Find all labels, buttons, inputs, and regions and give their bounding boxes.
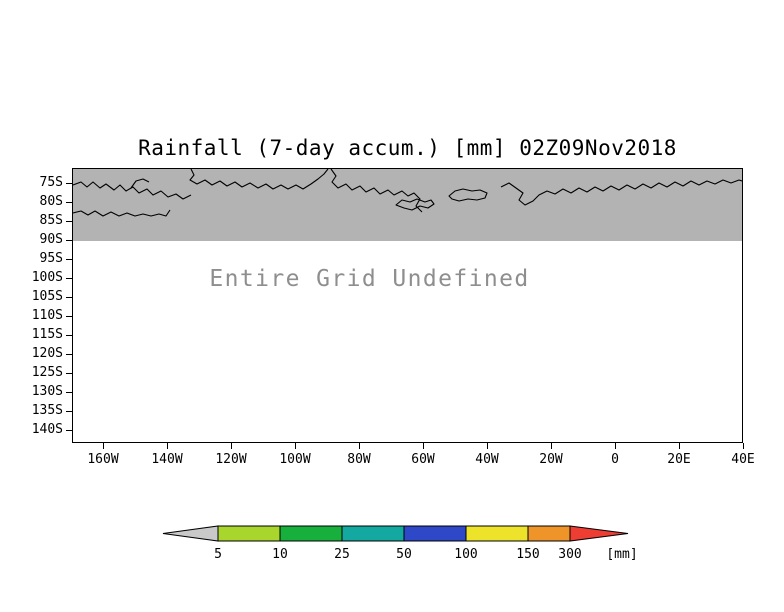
colorbar-segment (217, 525, 281, 542)
x-tick-label: 160W (87, 452, 119, 467)
colorbar-level-label: 100 (454, 547, 477, 562)
masked-region (73, 169, 742, 241)
y-tick-label: 140S (31, 422, 63, 437)
y-tick-mark (66, 392, 72, 393)
colorbar-level-label: 10 (272, 547, 288, 562)
x-tick-mark (167, 443, 168, 449)
y-tick-label: 90S (39, 232, 63, 247)
y-tick-label: 75S (39, 175, 63, 190)
coastline-paths (73, 169, 742, 217)
coastline-segment (73, 209, 171, 217)
x-tick-label: 20W (539, 452, 563, 467)
coastline-segment (500, 179, 742, 206)
y-tick-mark (66, 221, 72, 222)
x-tick-label: 100W (279, 452, 311, 467)
colorbar-level-label: 50 (396, 547, 412, 562)
colorbar-below-arrow (162, 525, 219, 542)
x-tick-label: 40W (475, 452, 499, 467)
coastline-segment (189, 169, 329, 190)
coastline-segment (130, 178, 150, 189)
y-tick-label: 115S (31, 327, 63, 342)
x-tick-mark (423, 443, 424, 449)
x-tick-label: 40E (731, 452, 755, 467)
coastline-island (395, 198, 435, 211)
y-tick-label: 130S (31, 384, 63, 399)
x-tick-mark (679, 443, 680, 449)
x-tick-mark (487, 443, 488, 449)
y-tick-label: 80S (39, 194, 63, 209)
colorbar-segment (403, 525, 467, 542)
colorbar-segment (527, 525, 571, 542)
y-tick-label: 100S (31, 270, 63, 285)
colorbar-segment (279, 525, 343, 542)
x-tick-mark (551, 443, 552, 449)
y-tick-label: 135S (31, 403, 63, 418)
y-tick-mark (66, 430, 72, 431)
y-tick-label: 85S (39, 213, 63, 228)
coastline-island (448, 188, 488, 202)
y-tick-label: 110S (31, 308, 63, 323)
y-tick-mark (66, 202, 72, 203)
grid-undefined-message: Entire Grid Undefined (209, 266, 530, 292)
x-tick-label: 120W (215, 452, 247, 467)
y-tick-mark (66, 297, 72, 298)
y-tick-mark (66, 335, 72, 336)
colorbar: 5 10 25 50 100 150 300 [mm] (162, 525, 638, 562)
y-tick-mark (66, 240, 72, 241)
x-tick-mark (295, 443, 296, 449)
coastline-segment (73, 181, 192, 200)
colorbar-segment (341, 525, 405, 542)
x-tick-mark (359, 443, 360, 449)
colorbar-segment (465, 525, 529, 542)
y-tick-mark (66, 278, 72, 279)
colorbar-level-label: 25 (334, 547, 350, 562)
map-plot-area: Entire Grid Undefined (72, 168, 743, 443)
x-tick-mark (231, 443, 232, 449)
y-tick-label: 105S (31, 289, 63, 304)
y-tick-mark (66, 354, 72, 355)
colorbar-level-label: 5 (214, 547, 222, 562)
x-tick-label: 140W (151, 452, 183, 467)
y-tick-label: 120S (31, 346, 63, 361)
plot-title: Rainfall (7-day accum.) [mm] 02Z09Nov201… (138, 136, 677, 160)
y-tick-mark (66, 373, 72, 374)
y-tick-mark (66, 316, 72, 317)
y-tick-label: 125S (31, 365, 63, 380)
colorbar-unit-label: [mm] (606, 547, 637, 562)
x-tick-label: 20E (667, 452, 691, 467)
x-tick-label: 0 (611, 452, 619, 467)
colorbar-above-arrow (569, 525, 629, 542)
x-tick-mark (743, 443, 744, 449)
coastline-segment (330, 169, 423, 213)
y-tick-mark (66, 411, 72, 412)
x-tick-label: 80W (347, 452, 371, 467)
y-tick-mark (66, 183, 72, 184)
coastline-contours (73, 169, 742, 217)
colorbar-level-label: 300 (558, 547, 581, 562)
y-tick-mark (66, 259, 72, 260)
x-tick-mark (615, 443, 616, 449)
y-tick-label: 95S (39, 251, 63, 266)
x-tick-mark (103, 443, 104, 449)
x-tick-label: 60W (411, 452, 435, 467)
colorbar-level-label: 150 (516, 547, 539, 562)
